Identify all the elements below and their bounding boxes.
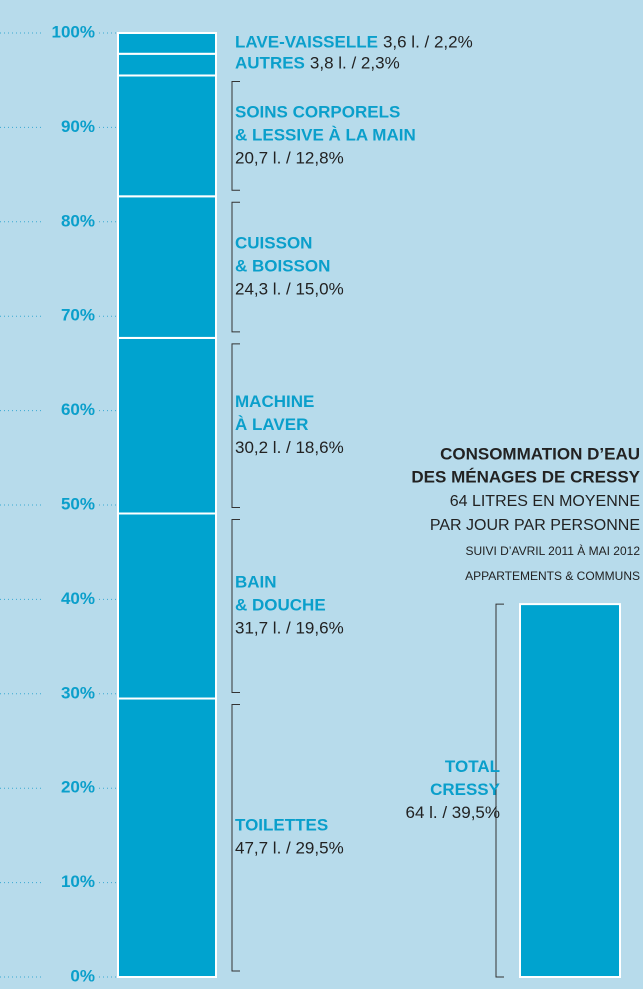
segment-label: LAVE-VAISSELLE 3,6 l. / 2,2% [235,33,473,52]
bracket [495,603,504,978]
y-tick-label: 100% [52,22,95,41]
total-label: TOTAL [445,757,500,776]
value-label: 3,6 l. / 2,2% [383,33,473,52]
bracket [231,704,240,972]
y-tick-label: 50% [61,494,95,513]
y-tick-label: 80% [61,211,95,230]
value-label: 30,2 l. / 18,6% [235,438,344,457]
y-tick-label: 60% [61,400,95,419]
category-label: & DOUCHE [235,595,326,614]
category-label: & LESSIVE À LA MAIN [235,125,416,144]
note: SUIVI D’AVRIL 2011 À MAI 2012 [465,543,640,558]
total-label: CRESSY [430,780,501,799]
bar-segment [117,195,217,339]
total-value-label: 64 l. / 39,5% [405,803,500,822]
bracket [231,80,240,191]
subtitle: 64 LITRES EN MOYENNE [450,493,640,510]
bracket [231,201,240,333]
y-tick-label: 40% [61,589,95,608]
category-label: & BOISSON [235,257,330,276]
bar-segment [117,74,217,198]
total-bar [519,603,621,978]
y-tick-label: 70% [61,306,95,325]
category-label: À LAVER [235,415,308,434]
category-label: LAVE-VAISSELLE [235,33,378,52]
y-tick-label: 0% [70,966,95,985]
category-label: BAIN [235,572,277,591]
value-label: 20,7 l. / 12,8% [235,148,344,167]
category-label: SOINS CORPORELS [235,102,400,121]
bracket [231,518,240,694]
category-label: TOILETTES [235,816,328,835]
y-tick-label: 10% [61,872,95,891]
bar-segment [117,32,217,55]
title-block: CONSOMMATION D’EAU DES MÉNAGES DE CRESSY… [411,444,640,583]
value-label: 24,3 l. / 15,0% [235,280,344,299]
bar-segment [117,52,217,77]
value-label: 31,7 l. / 19,6% [235,618,344,637]
segment-label: AUTRES 3,8 l. / 2,3% [235,54,400,73]
y-tick-label: 90% [61,117,95,136]
bracket [231,343,240,508]
chart-title: DES MÉNAGES DE CRESSY [411,467,640,486]
bar-segment [117,697,217,979]
category-label: CUISSON [235,234,312,253]
bar-segment [117,512,217,700]
chart-title: CONSOMMATION D’EAU [440,444,640,463]
subtitle: PAR JOUR PAR PERSONNE [430,517,640,534]
category-label: MACHINE [235,392,314,411]
y-tick-label: 30% [61,683,95,702]
category-label: AUTRES [235,54,305,73]
value-label: 47,7 l. / 29,5% [235,839,344,858]
value-label: 3,8 l. / 2,3% [310,54,400,73]
bar-segment [117,336,217,515]
note: APPARTEMENTS & COMMUNS [465,569,640,583]
y-tick-label: 20% [61,778,95,797]
